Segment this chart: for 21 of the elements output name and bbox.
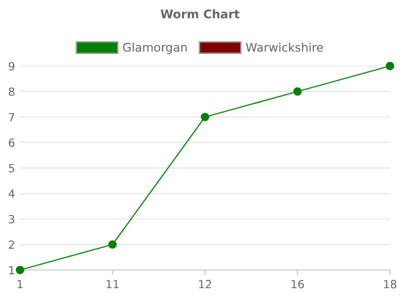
y-tick-label: 2	[8, 240, 14, 249]
y-tick-label: 3	[8, 214, 14, 224]
point	[200, 112, 210, 122]
legend-label: Warwickshire	[246, 42, 323, 52]
x-tick-label: 16	[292, 280, 304, 288]
y-tick-label: 7	[8, 113, 14, 122]
y-tick-label: 5	[8, 164, 14, 172]
y-tick-label: 9	[8, 62, 14, 70]
point	[386, 62, 394, 70]
legend-label: Glamorgan	[123, 42, 187, 54]
y-tick-label: 6	[8, 138, 14, 147]
x-tick-label: 11	[106, 280, 119, 288]
point	[293, 87, 302, 96]
y-tick-label: 1	[9, 266, 14, 274]
y-tick-label: 4	[8, 190, 15, 198]
y-tick-label: 8	[8, 87, 14, 96]
point	[108, 240, 117, 249]
x-tick-label: 12	[199, 280, 211, 288]
chart-title: Worm Chart	[160, 9, 240, 18]
x-tick-label: 18	[384, 280, 396, 288]
x-tick-label: 1	[18, 280, 23, 288]
